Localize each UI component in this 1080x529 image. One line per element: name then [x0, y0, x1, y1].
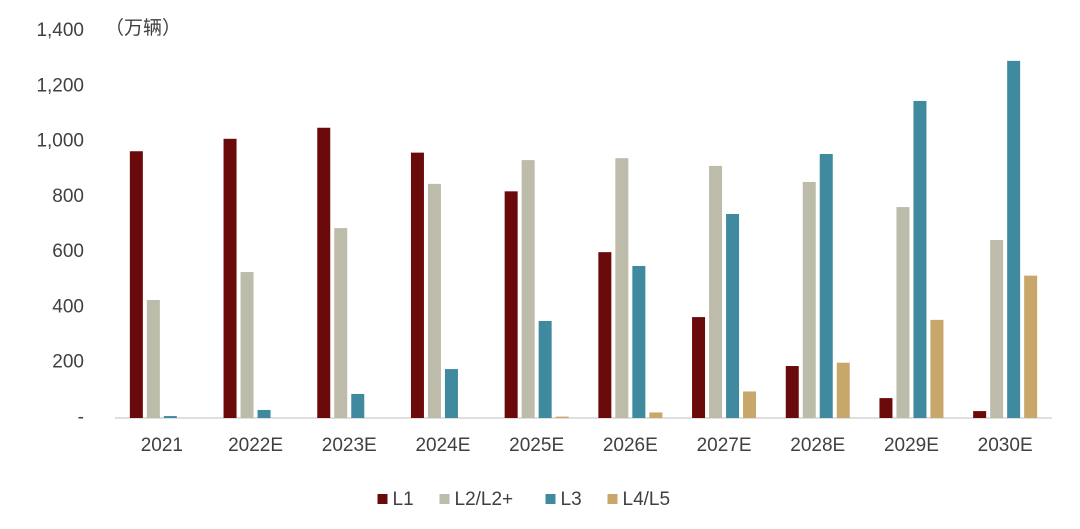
bar: [649, 412, 663, 418]
y-tick-label: 1,200: [36, 75, 84, 96]
legend-swatch: [545, 494, 556, 504]
x-tick-label: 2024E: [415, 435, 470, 456]
bar: [163, 416, 177, 418]
y-tick-label: -: [78, 407, 84, 428]
x-tick-label: 2026E: [603, 435, 658, 456]
bar: [257, 409, 271, 418]
x-tick-label: 2030E: [978, 435, 1033, 456]
x-tick-label: 2029E: [884, 435, 939, 456]
bar: [879, 398, 893, 418]
legend-label: L1: [393, 489, 414, 510]
bar: [819, 154, 833, 418]
bar: [504, 191, 518, 418]
bar: [743, 391, 757, 418]
bar: [615, 158, 629, 418]
legend-swatch: [439, 494, 450, 504]
bar: [521, 160, 535, 418]
y-tick-label: 400: [52, 296, 84, 317]
x-tick-label: 2021: [141, 435, 183, 456]
bar: [692, 317, 706, 418]
bar: [223, 138, 237, 419]
bar: [351, 393, 365, 418]
bar: [785, 366, 799, 418]
bar: [410, 152, 424, 418]
bar: [836, 362, 850, 418]
bar: [726, 213, 740, 418]
x-tick-label: 2023E: [322, 435, 377, 456]
x-tick-label: 2027E: [697, 435, 752, 456]
legend-label: L3: [561, 489, 582, 510]
bar: [973, 411, 987, 418]
y-tick-label: 1,400: [36, 20, 84, 41]
y-tick-label: 800: [52, 186, 84, 207]
legend-label: L2/L2+: [455, 489, 514, 510]
bar: [146, 299, 160, 418]
bar: [1007, 60, 1021, 419]
bar: [427, 183, 441, 418]
bar: [913, 100, 927, 418]
bar: [598, 252, 612, 418]
bar: [555, 416, 569, 418]
bar: [129, 151, 143, 418]
unit-label: （万辆）: [105, 17, 181, 39]
y-tick-label: 1,000: [36, 131, 84, 152]
bar: [1024, 275, 1038, 418]
legend-label: L4/L5: [623, 489, 671, 510]
x-tick-label: 2025E: [509, 435, 564, 456]
bar: [990, 239, 1004, 418]
bar: [240, 272, 254, 418]
x-tick-label: 2022E: [228, 435, 283, 456]
bar: [538, 320, 552, 418]
bar: [709, 165, 723, 418]
bar: [334, 228, 348, 418]
legend-swatch: [607, 494, 618, 504]
legend-swatch: [377, 494, 388, 504]
bar: [317, 127, 331, 418]
x-tick-label: 2028E: [790, 435, 845, 456]
bar: [444, 369, 458, 418]
bar: [930, 319, 944, 418]
bar: [632, 265, 646, 418]
bar: [896, 207, 910, 418]
y-tick-label: 200: [52, 352, 84, 373]
y-tick-label: 600: [52, 241, 84, 262]
bar: [802, 181, 816, 418]
